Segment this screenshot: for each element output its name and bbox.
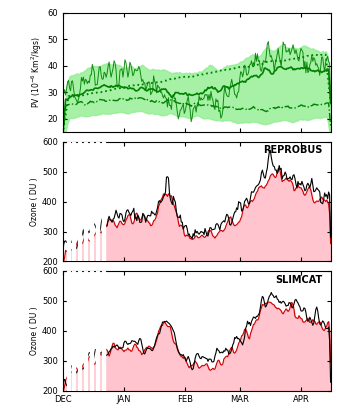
Bar — [102, 271, 105, 391]
Text: SLIMCAT: SLIMCAT — [275, 275, 323, 285]
Bar — [72, 271, 76, 391]
Bar — [96, 142, 99, 261]
Y-axis label: Ozone ( DU ): Ozone ( DU ) — [30, 177, 39, 226]
Y-axis label: Ozone ( DU ): Ozone ( DU ) — [30, 307, 39, 355]
Bar — [72, 142, 76, 261]
Bar — [84, 142, 87, 261]
Bar — [84, 271, 87, 391]
Bar — [78, 271, 81, 391]
Bar — [66, 142, 70, 261]
Bar — [102, 142, 105, 261]
Text: REPROBUS: REPROBUS — [263, 145, 323, 155]
Y-axis label: PV (10$^{-6}$ Km$^2$/kgs): PV (10$^{-6}$ Km$^2$/kgs) — [30, 37, 45, 108]
Bar — [78, 142, 81, 261]
Bar — [90, 271, 93, 391]
Bar — [96, 271, 99, 391]
Bar — [66, 271, 70, 391]
Bar — [90, 142, 93, 261]
